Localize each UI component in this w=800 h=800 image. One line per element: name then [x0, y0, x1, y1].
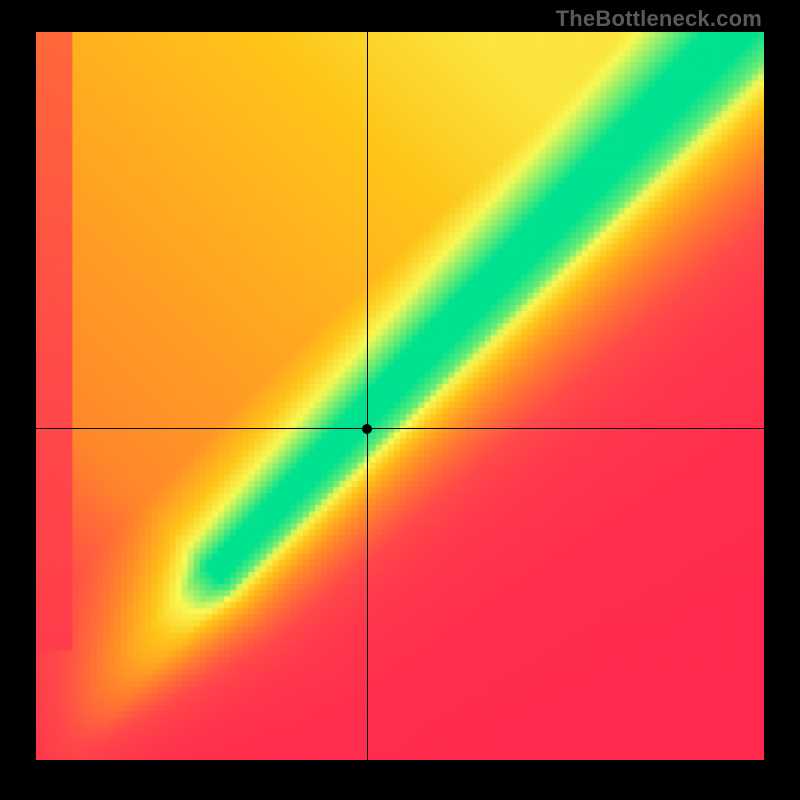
plot-area — [36, 32, 764, 760]
crosshair-horizontal — [36, 428, 764, 429]
heatmap-canvas — [36, 32, 764, 760]
watermark-text: TheBottleneck.com — [556, 6, 762, 32]
crosshair-marker — [362, 424, 372, 434]
crosshair-vertical — [367, 32, 368, 760]
chart-frame: TheBottleneck.com — [0, 0, 800, 800]
